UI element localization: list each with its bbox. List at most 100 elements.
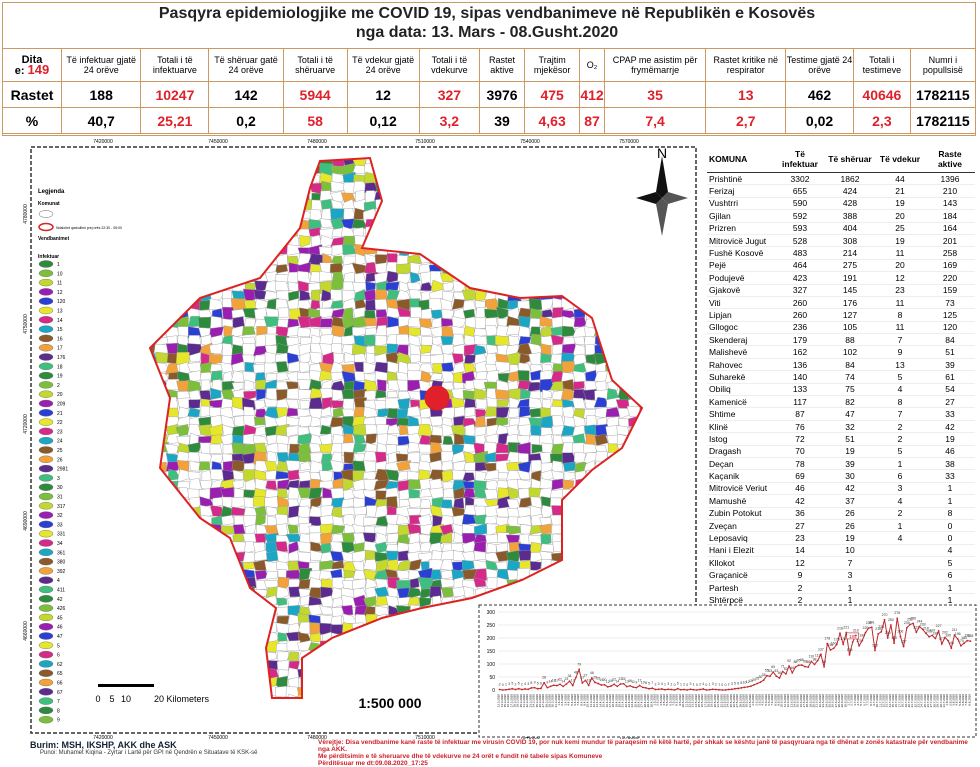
settlement xyxy=(244,190,257,204)
summary-value: 0,2 xyxy=(208,107,284,134)
settlement xyxy=(396,632,411,645)
settlement xyxy=(209,181,224,194)
point xyxy=(953,634,956,637)
settlement xyxy=(256,524,267,537)
x-tick-label: 8.6.2020 xyxy=(773,694,777,706)
settlement xyxy=(584,261,598,274)
settlement xyxy=(263,158,279,168)
note: Përditësuar me dt:09.08.2020_17:25 xyxy=(318,760,428,767)
settlement xyxy=(363,667,379,680)
point xyxy=(721,689,724,691)
settlement xyxy=(574,163,586,176)
number-cell: 23 xyxy=(875,284,925,297)
settlement xyxy=(265,469,279,480)
settlement xyxy=(539,198,554,210)
settlement xyxy=(407,640,424,651)
settlement xyxy=(165,623,180,635)
settlement xyxy=(605,299,621,311)
x-tick-label: 4.8.2020 xyxy=(955,694,959,706)
settlement xyxy=(551,576,565,589)
point xyxy=(546,686,549,689)
settlement xyxy=(309,696,323,698)
x-tick-label: 3.7.2020 xyxy=(853,694,857,706)
settlement xyxy=(517,280,533,294)
number-cell: 169 xyxy=(925,259,975,273)
number-cell: 42 xyxy=(775,494,825,508)
number-cell: 5 xyxy=(875,445,925,459)
settlement xyxy=(451,450,466,464)
settlement xyxy=(528,397,543,410)
settlement xyxy=(627,513,641,527)
settlement xyxy=(150,676,158,690)
settlement xyxy=(231,479,245,490)
settlement xyxy=(441,650,455,664)
number-cell: 4 xyxy=(875,383,925,397)
summary-value: 4,63 xyxy=(523,107,581,134)
settlement xyxy=(243,693,257,698)
settlement xyxy=(385,175,400,184)
settlement xyxy=(572,291,586,303)
settlement xyxy=(177,252,191,268)
settlement xyxy=(188,256,202,266)
point xyxy=(934,637,937,640)
north-arrow xyxy=(656,156,668,198)
point xyxy=(839,632,841,635)
settlement xyxy=(211,219,225,229)
data-label: 8 xyxy=(645,681,647,685)
number-cell: 1 xyxy=(925,494,975,508)
settlement xyxy=(386,163,400,177)
legend-swatch xyxy=(38,446,54,454)
number-cell: 164 xyxy=(925,222,975,235)
settlement xyxy=(188,640,201,654)
legend-value: 392 xyxy=(57,569,66,575)
number-cell: 1 xyxy=(825,581,875,595)
summary-value: 327 xyxy=(418,81,481,108)
column-header: Totali i testimeve xyxy=(853,48,911,82)
settlement xyxy=(274,264,289,274)
x-tick-label: 13.4.2020 xyxy=(595,694,599,708)
settlement xyxy=(199,631,211,643)
settlement xyxy=(617,335,632,347)
point xyxy=(552,684,555,687)
number-cell: 176 xyxy=(825,296,875,310)
grid-label: 4660000 xyxy=(23,621,29,641)
settlement xyxy=(265,480,278,491)
settlement xyxy=(198,273,212,284)
settlement xyxy=(486,335,498,348)
settlement xyxy=(560,190,577,205)
settlement xyxy=(441,199,456,212)
settlement xyxy=(528,577,542,590)
settlement xyxy=(638,381,642,390)
point xyxy=(511,687,514,690)
settlement xyxy=(231,218,247,230)
settlement xyxy=(551,460,564,473)
settlement xyxy=(150,271,159,283)
settlement xyxy=(396,559,412,572)
settlement xyxy=(233,199,246,212)
settlement xyxy=(209,560,222,571)
settlement xyxy=(287,560,302,573)
settlement xyxy=(375,666,389,680)
settlement xyxy=(187,216,203,230)
y-tick-label: 250 xyxy=(487,623,496,629)
data-label: 5 xyxy=(648,682,650,686)
settlement xyxy=(540,543,554,553)
settlement xyxy=(219,613,236,626)
point xyxy=(781,670,784,673)
summary-value: 3976 xyxy=(479,81,525,108)
x-tick-label: 10.4.2020 xyxy=(586,694,590,708)
settlement xyxy=(417,198,434,213)
settlement xyxy=(417,423,433,437)
settlement xyxy=(407,236,422,247)
settlement xyxy=(223,657,235,672)
settlement xyxy=(508,335,521,346)
settlement xyxy=(221,262,236,277)
header-row: Dita e: 149 Të infektuar gjatë 24 orëve Tot… xyxy=(2,48,977,82)
settlement xyxy=(167,217,180,230)
settlement xyxy=(243,198,257,212)
settlement xyxy=(550,201,566,213)
settlement xyxy=(244,668,256,680)
settlement xyxy=(628,577,641,591)
settlement xyxy=(296,158,310,166)
point xyxy=(889,624,892,626)
